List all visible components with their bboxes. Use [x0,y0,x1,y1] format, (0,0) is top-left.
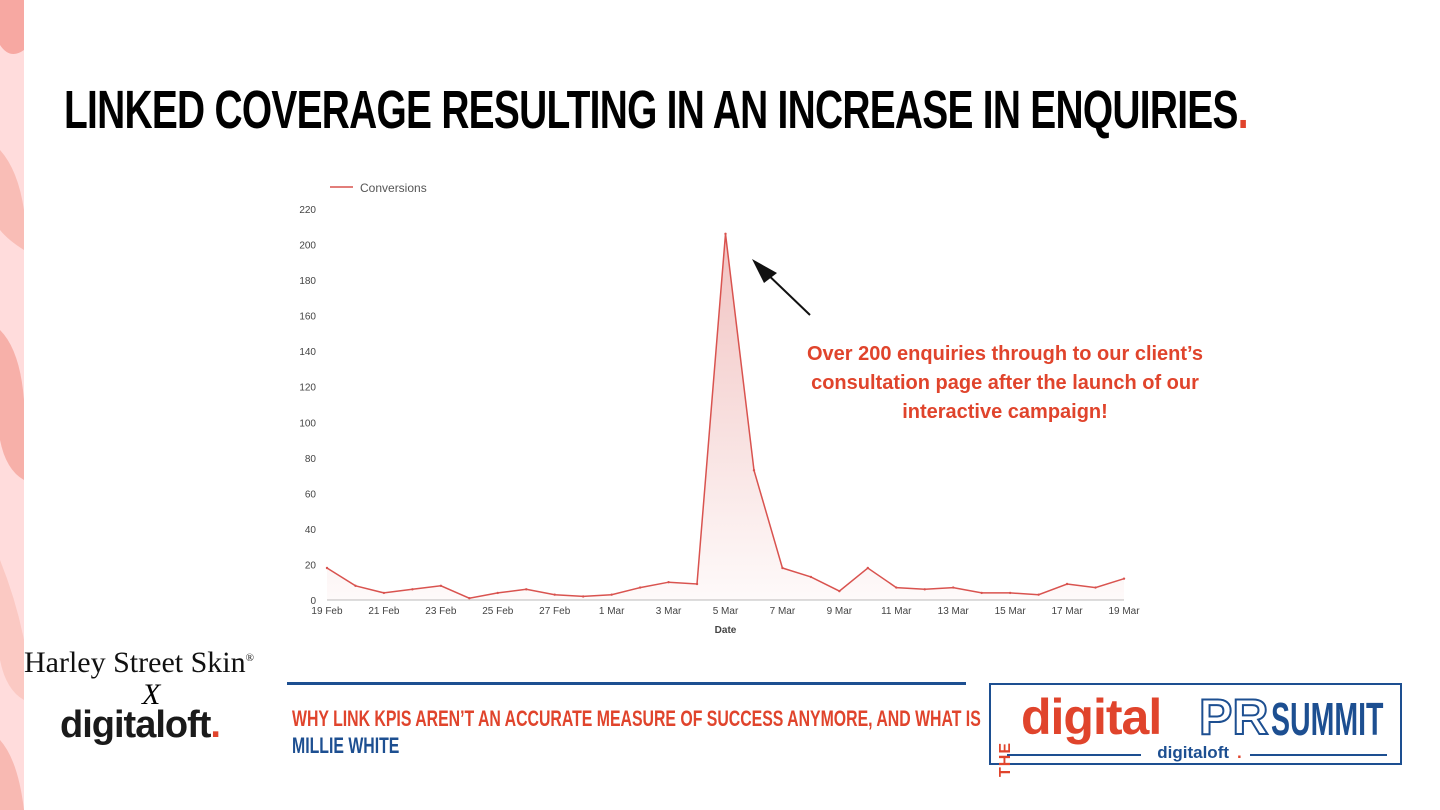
data-point [923,588,926,591]
y-tick-label: 200 [299,241,316,252]
legend-label: Conversions [360,181,427,195]
data-point [838,589,841,593]
data-point [638,586,642,589]
x-tick-label: 23 Feb [425,606,457,617]
x-tick-label: 13 Mar [938,606,970,617]
summit-pr-text: PR [1198,688,1269,746]
footer-divider [287,682,966,685]
summit-sub-brand: digitaloft. [991,743,1400,763]
y-tick-label: 80 [305,454,317,465]
x-tick-label: 3 Mar [656,606,682,617]
talk-title: WHY LINK KPIS AREN’T AN ACCURATE MEASURE… [292,706,981,731]
y-tick-label: 140 [299,347,316,358]
x-tick-label: 19 Feb [311,606,343,617]
y-tick-label: 220 [299,205,316,216]
digital-pr-summit-logo: THE digital PR SUMMIT digitaloft. [989,683,1402,777]
x-tick-label: 1 Mar [599,606,625,617]
data-point [952,586,955,589]
data-point [496,591,499,595]
conversions-line-chart: Conversions 0 20 40 60 80 100 120 140 160 180 200 22… [299,181,1140,636]
data-point [1008,591,1012,595]
data-point [439,584,443,587]
x-tick-label: 19 Mar [1108,606,1140,617]
annotation-arrow-head [752,259,777,283]
data-point [468,597,471,600]
data-point [667,581,670,584]
decorative-side-strip [0,0,24,810]
data-point [553,593,556,596]
x-tick-label: 25 Feb [482,606,514,617]
data-point [581,595,585,598]
summit-summit-text: SUMMIT [1271,693,1384,745]
data-point [1122,577,1126,580]
side-strip-shapes [0,0,24,810]
y-tick-label: 180 [299,276,316,287]
data-point [724,232,727,236]
data-point [411,588,414,591]
y-tick-label: 120 [299,383,316,394]
agency-logo-digitaloft: digitaloft. [60,704,221,746]
data-point [325,566,329,570]
y-tick-label: 40 [305,525,317,536]
x-tick-label: 21 Feb [368,606,400,617]
x-tick-label: 15 Mar [995,606,1027,617]
x-tick-label: 17 Mar [1052,606,1084,617]
series-area [327,233,1124,600]
y-tick-label: 60 [305,489,317,500]
y-tick-label: 20 [305,560,317,571]
data-point [1094,586,1097,589]
summit-digital-text: digital [1021,689,1162,745]
data-point [354,584,357,587]
data-point [866,566,870,570]
client-logo-harley-street-skin: Harley Street Skin® [24,646,254,679]
data-point [781,566,784,570]
data-point [382,591,386,595]
data-point [1037,593,1040,596]
data-point [895,586,898,589]
data-point [809,575,813,579]
data-point [980,591,983,595]
x-tick-label: 9 Mar [827,606,853,617]
speaker-name: MILLIE WHITE [292,733,400,758]
slide-title: LINKED COVERAGE RESULTING IN AN INCREASE… [64,80,1249,140]
x-axis-title: Date [715,625,737,636]
data-point [1065,582,1069,586]
data-point [752,469,756,472]
title-dot: . [1237,80,1249,140]
talk-info: WHY LINK KPIS AREN’T AN ACCURATE MEASURE… [292,705,981,759]
y-tick-label: 100 [299,418,316,429]
chart-annotation: Over 200 enquiries through to our client… [806,343,1203,423]
y-tick-label: 0 [310,596,316,607]
data-point [525,588,528,591]
x-mark: X [142,678,161,711]
y-tick-label: 160 [299,312,316,323]
x-tick-label: 5 Mar [713,606,739,617]
x-tick-label: 11 Mar [881,606,912,617]
x-tick-label: 27 Feb [539,606,571,617]
x-tick-label: 7 Mar [770,606,796,617]
data-point [610,593,613,596]
data-point [695,582,699,586]
